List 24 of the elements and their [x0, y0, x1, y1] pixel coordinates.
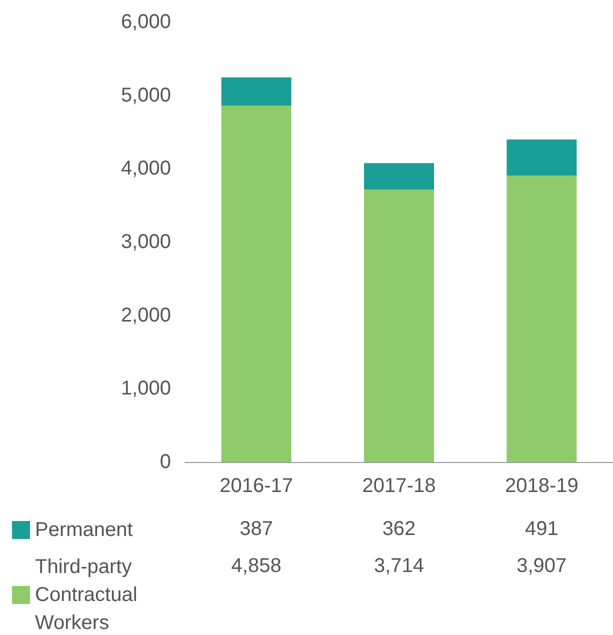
- y-tick-label: 6,000: [120, 11, 171, 33]
- legend-label: Permanent: [35, 519, 134, 541]
- bar: [364, 163, 434, 190]
- y-tick-label: 0: [160, 451, 171, 473]
- x-tick-label: 2018-19: [504, 475, 578, 497]
- legend-label: Third-party Contractual Workers: [35, 556, 143, 634]
- bar: [506, 139, 577, 176]
- data-label: 387: [240, 518, 274, 541]
- y-tick-label: 1,000: [120, 378, 171, 400]
- data-label: 4,858: [231, 555, 282, 578]
- y-tick-label: 4,000: [120, 158, 171, 180]
- x-tick-label: 2017-18: [362, 475, 436, 497]
- y-tick-label: 5,000: [120, 84, 171, 106]
- y-tick-label: 3,000: [120, 231, 171, 253]
- x-tick-label: 2016-17: [220, 475, 294, 497]
- y-tick-label: 2,000: [120, 304, 171, 326]
- data-label: 491: [524, 518, 558, 541]
- bar: [221, 77, 292, 106]
- bar: [364, 190, 434, 462]
- bar: [506, 175, 577, 462]
- data-label: 3,907: [516, 555, 567, 578]
- bar: [221, 106, 292, 462]
- data-label: 3,714: [374, 555, 424, 578]
- data-label: 362: [382, 518, 416, 541]
